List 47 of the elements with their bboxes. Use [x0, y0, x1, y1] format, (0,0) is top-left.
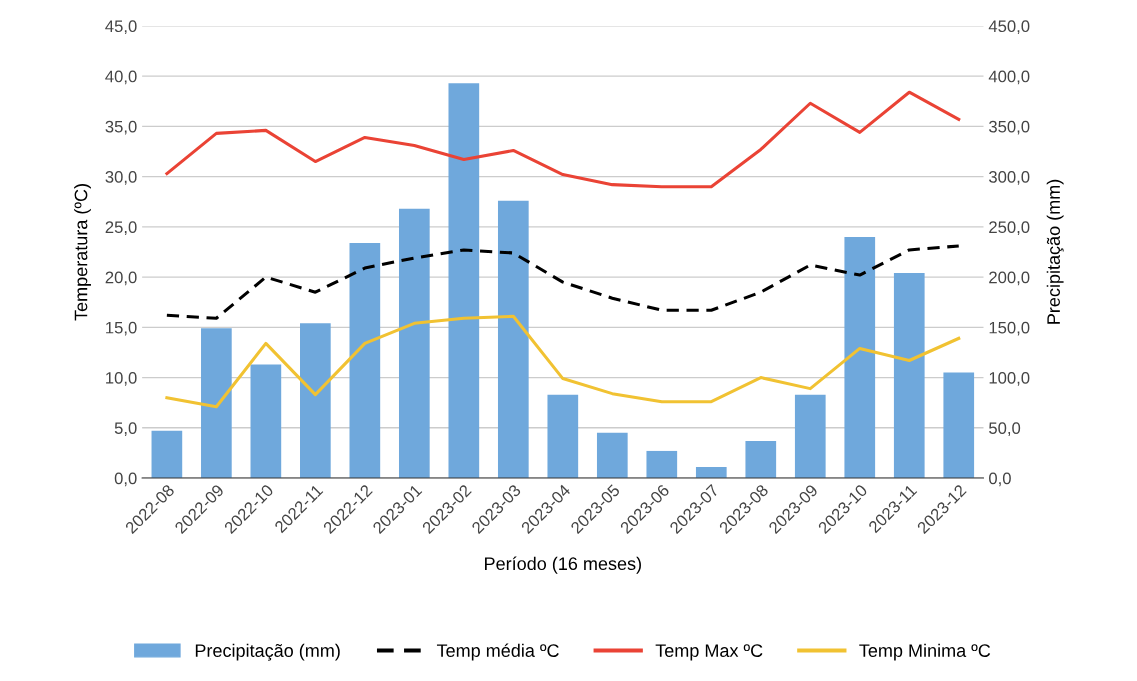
bar	[596, 432, 628, 479]
y-tick-label: 15,0	[106, 321, 137, 336]
legend-label: Temp Max ºC	[655, 644, 763, 661]
y2-tick-label: 50,0	[989, 422, 1021, 436]
y2-tick-label: 0,0	[989, 472, 1011, 487]
y-tick-label: 20,0	[105, 271, 137, 286]
y-tick-label: 35,0	[105, 120, 137, 135]
y-axis-title: Temperatura (ºC)	[74, 184, 91, 321]
legend-label: Temp Minima ºC	[859, 643, 991, 661]
y-tick-label: 40,0	[105, 70, 137, 85]
line-series	[165, 244, 961, 320]
y2-tick-label: 400,0	[988, 70, 1030, 85]
y2-tick-label: 150,0	[989, 321, 1030, 336]
y2-tick-label: 200,0	[989, 271, 1030, 286]
y2-tick-label: 450,0	[988, 20, 1030, 35]
y2-axis-title: Precipitação (mm)	[1046, 179, 1064, 324]
bar	[300, 323, 331, 479]
bar	[349, 242, 381, 479]
y-tick-label: 10,0	[106, 371, 137, 386]
bar	[201, 328, 232, 479]
bar	[943, 372, 975, 479]
bar	[844, 236, 876, 479]
bar	[497, 200, 529, 479]
bar	[547, 394, 579, 479]
bar	[448, 83, 480, 479]
y-tick-label: 30,0	[105, 171, 137, 185]
y2-tick-label: 250,0	[989, 221, 1030, 236]
line-series	[165, 314, 961, 409]
y2-tick-label: 300,0	[989, 171, 1030, 185]
line-series	[165, 90, 961, 189]
y2-tick-label: 100,0	[989, 371, 1030, 386]
y-tick-label: 25,0	[105, 221, 137, 236]
y-tick-label: 5,0	[114, 422, 137, 436]
bar	[893, 273, 925, 479]
legend-label: Precipitação (mm)	[195, 643, 340, 661]
y-tick-label: 0,0	[114, 472, 137, 487]
x-axis-title: Período (16 meses)	[485, 556, 641, 574]
y-tick-label: 45,0	[105, 20, 137, 35]
bar	[646, 450, 678, 479]
y2-tick-label: 350,0	[989, 120, 1030, 135]
bar	[794, 394, 826, 479]
bar	[745, 440, 777, 479]
legend-label: Temp média ºC	[436, 643, 559, 661]
bar	[695, 467, 727, 479]
bar	[250, 364, 282, 479]
bar	[398, 208, 430, 479]
bar	[151, 430, 183, 479]
